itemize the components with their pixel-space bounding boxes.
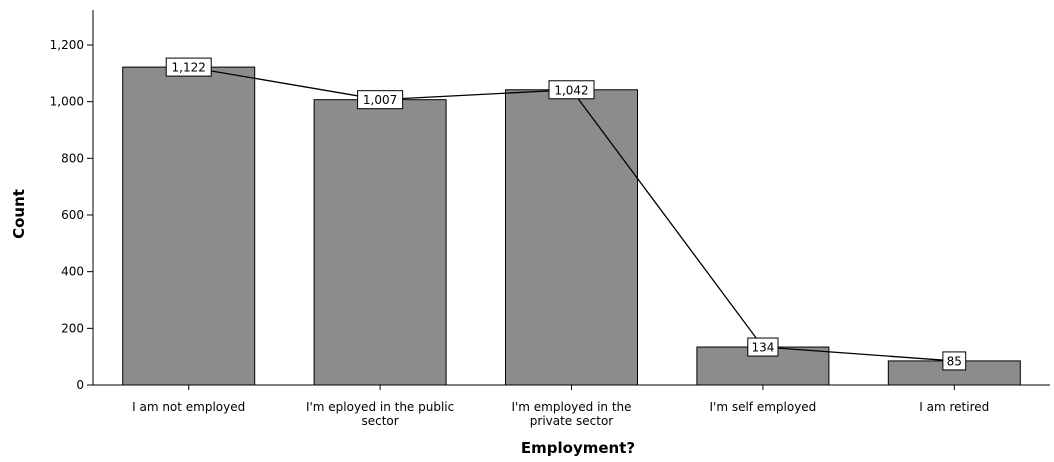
bar xyxy=(505,89,638,386)
data-label: 1,122 xyxy=(165,57,212,77)
data-label-text: 134 xyxy=(751,341,774,355)
y-tick-label: 800 xyxy=(61,151,84,165)
x-tick-label: I am not employed xyxy=(132,400,245,414)
x-tick-label: I am retired xyxy=(919,400,989,414)
x-tick-label: private sector xyxy=(530,414,614,428)
y-tick-label: 200 xyxy=(61,321,84,335)
data-label: 1,007 xyxy=(357,90,404,110)
y-tick-label: 1,000 xyxy=(50,95,84,109)
data-label: 1,042 xyxy=(548,80,595,100)
x-tick-label: I'm self employed xyxy=(709,400,816,414)
bars xyxy=(122,66,1021,386)
data-label-text: 1,042 xyxy=(554,83,588,97)
data-label-text: 85 xyxy=(947,354,962,368)
bar xyxy=(122,66,256,386)
y-tick-label: 0 xyxy=(76,378,84,392)
y-tick-label: 1,200 xyxy=(50,38,84,52)
x-tick-label: sector xyxy=(361,414,398,428)
data-label-box xyxy=(357,90,404,110)
data-label-text: 1,122 xyxy=(172,61,206,75)
data-label-box xyxy=(942,351,967,371)
data-label-box xyxy=(548,80,595,100)
data-labels: 1,122 1,007 1,042 134 85 xyxy=(165,57,967,371)
data-label-text: 1,007 xyxy=(363,93,397,107)
data-label-box xyxy=(747,337,779,357)
x-axis: I am not employed I'm eployed in the publ… xyxy=(93,384,1050,428)
data-label: 134 xyxy=(747,337,779,357)
bar xyxy=(313,99,447,386)
x-axis-title: Employment? xyxy=(521,439,635,457)
x-tick-label: I'm employed in the xyxy=(511,400,631,414)
y-axis: 0 200 400 600 800 1,000 1,200 xyxy=(50,10,94,392)
data-label: 85 xyxy=(942,351,967,371)
x-tick-label: I'm eployed in the public xyxy=(306,400,454,414)
y-tick-label: 400 xyxy=(61,265,84,279)
y-axis-title: Count xyxy=(10,189,28,239)
y-tick-label: 600 xyxy=(61,208,84,222)
data-label-box xyxy=(165,57,212,77)
